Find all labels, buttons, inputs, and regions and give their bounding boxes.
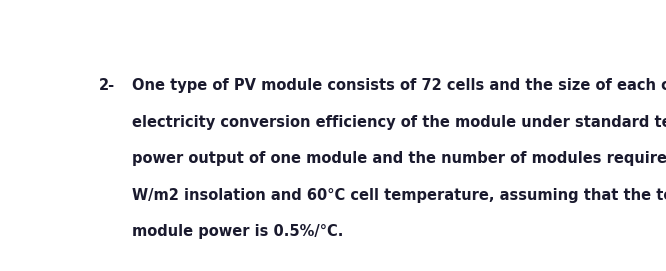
- Text: 2-: 2-: [99, 78, 115, 93]
- Text: electricity conversion efficiency of the module under standard test conditions i: electricity conversion efficiency of the…: [133, 115, 666, 130]
- Text: module power is 0.5%/°C.: module power is 0.5%/°C.: [133, 224, 344, 240]
- Text: power output of one module and the number of modules required to generate 3 kW p: power output of one module and the numbe…: [133, 151, 666, 166]
- Text: W/m2 insolation and 60°C cell temperature, assuming that the temperature coeffic: W/m2 insolation and 60°C cell temperatur…: [133, 188, 666, 203]
- Text: One type of PV module consists of 72 cells and the size of each cell is 0.125 m : One type of PV module consists of 72 cel…: [133, 78, 666, 93]
